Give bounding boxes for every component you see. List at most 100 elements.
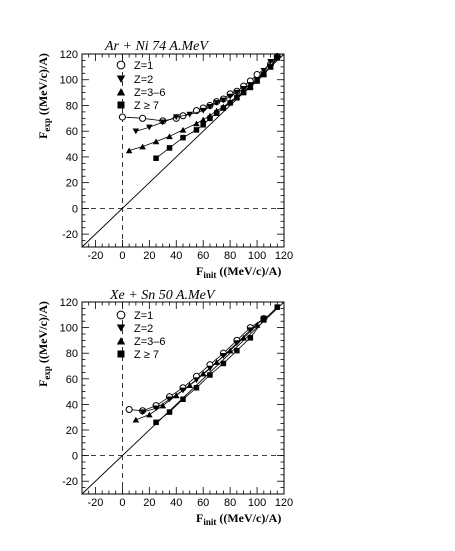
legend-label: Z=2 — [134, 323, 153, 335]
data-point — [226, 347, 234, 354]
data-point — [199, 107, 207, 114]
y-axis-label: Fexp((MeV/c)/A) — [36, 53, 52, 139]
y-tick-label: 20 — [66, 425, 78, 437]
y-tick-label: 60 — [66, 374, 78, 386]
panel-ar-ni: -20 0 20 40 60 80 100 120 -20 0 20 40 60 80 100 120 Ar +… — [36, 39, 293, 280]
x-tick-label: -20 — [88, 497, 104, 509]
y-tick-label: 0 — [72, 451, 78, 463]
data-point — [139, 143, 146, 150]
data-point — [261, 71, 267, 78]
x-tick-label: 0 — [119, 497, 125, 509]
data-point — [247, 335, 254, 341]
data-point — [186, 382, 194, 388]
data-point — [234, 347, 240, 354]
panel-xe-sn: -20 0 20 40 60 80 100 120 -20 0 20 40 60 80 100 120 Xe +… — [36, 288, 293, 527]
x-tick-label: 40 — [170, 497, 182, 509]
data-point — [267, 58, 274, 65]
series-line — [155, 306, 278, 423]
data-point — [186, 111, 194, 118]
data-point — [193, 377, 200, 384]
y-tick-label: 0 — [72, 203, 78, 215]
data-point — [166, 409, 173, 415]
data-point — [153, 419, 159, 426]
data-point — [220, 97, 227, 104]
legend-label: Z=1 — [134, 310, 153, 322]
data-point — [193, 385, 200, 391]
series-line — [155, 57, 278, 159]
data-point — [234, 94, 240, 101]
x-tick-label: 80 — [224, 497, 236, 509]
data-point — [226, 93, 234, 100]
data-point — [254, 78, 260, 84]
data-point — [146, 124, 153, 131]
data-point — [125, 405, 133, 414]
data-point — [199, 370, 207, 377]
chart-title: Ar + Ni 74 A.MeV — [104, 39, 209, 54]
data-point — [261, 317, 267, 323]
data-point — [166, 133, 173, 140]
x-tick-label: 100 — [248, 250, 266, 262]
data-point — [233, 89, 241, 96]
y-axis-label: Fexp((MeV/c)/A) — [36, 301, 52, 387]
data-point — [213, 359, 220, 365]
y-tick-label: 100 — [60, 323, 78, 335]
data-point — [153, 155, 159, 161]
data-point — [180, 134, 186, 141]
data-point — [152, 405, 160, 412]
series-4 — [153, 304, 281, 426]
legend-label: Z ≥ 7 — [134, 100, 159, 112]
data-point — [193, 127, 200, 133]
data-point — [139, 409, 146, 416]
legend-label: Z=3–6 — [134, 87, 166, 99]
y-tick-label: -20 — [62, 229, 78, 241]
series-4 — [153, 55, 281, 161]
data-point — [247, 327, 254, 334]
x-tick-label: 60 — [197, 250, 209, 262]
data-point — [233, 340, 241, 346]
legend-marker — [116, 75, 126, 83]
x-tick-label: 60 — [197, 497, 209, 509]
legend-marker — [117, 101, 125, 109]
data-point — [247, 84, 254, 91]
data-point — [125, 147, 133, 154]
x-tick-label: 120 — [275, 497, 293, 509]
legend-label: Z=3–6 — [134, 336, 166, 348]
data-point — [240, 334, 247, 341]
legend-marker — [116, 310, 126, 320]
data-point — [139, 114, 147, 122]
x-tick-label: -20 — [88, 250, 104, 262]
data-point — [166, 145, 173, 151]
x-axis-label: Finit ((MeV/c)/A) — [196, 511, 281, 527]
x-axis-label: Finit ((MeV/c)/A) — [196, 264, 281, 280]
x-tick-label: 20 — [143, 250, 155, 262]
data-point — [207, 115, 213, 122]
data-point — [159, 402, 167, 409]
chart-title: Xe + Sn 50 A.MeV — [109, 288, 216, 303]
data-point — [200, 122, 206, 128]
y-tick-label: 20 — [66, 178, 78, 190]
data-point — [213, 110, 220, 116]
data-point — [206, 365, 214, 372]
series-line — [135, 324, 258, 421]
legend-label: Z ≥ 7 — [134, 349, 159, 361]
y-tick-label: 80 — [66, 100, 78, 112]
data-point — [274, 55, 281, 61]
data-point — [207, 372, 213, 378]
data-point — [146, 411, 153, 418]
data-point — [213, 100, 220, 106]
legend-marker — [116, 337, 126, 345]
legend-label: Z=1 — [134, 60, 153, 72]
data-point — [240, 89, 247, 96]
y-tick-label: 40 — [66, 399, 78, 411]
data-point — [179, 126, 187, 133]
data-point — [172, 114, 180, 121]
series-3 — [132, 322, 261, 423]
data-point — [267, 64, 274, 70]
data-point — [220, 360, 227, 367]
y-tick-label: 40 — [66, 152, 78, 164]
data-point — [172, 392, 180, 399]
data-point — [227, 100, 233, 106]
data-point — [132, 128, 140, 135]
data-point — [132, 416, 140, 423]
